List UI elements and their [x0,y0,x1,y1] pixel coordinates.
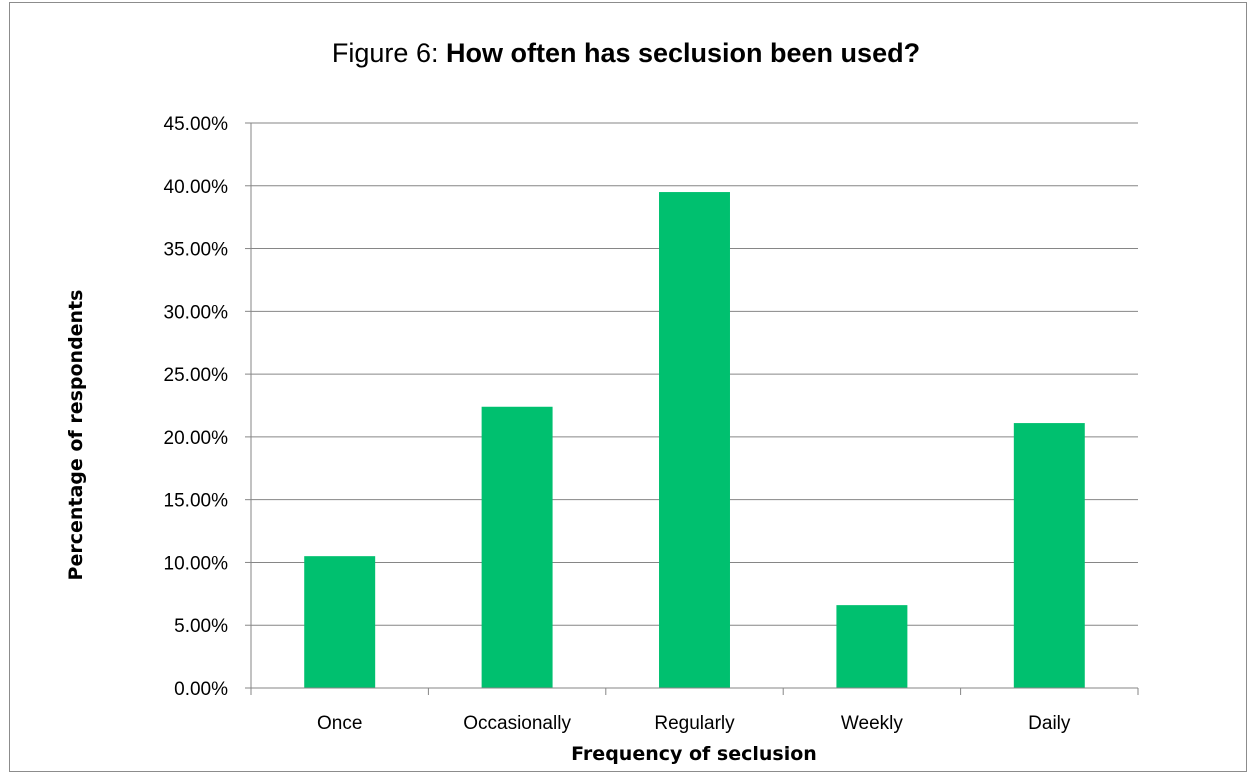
x-tick-label: Once [317,713,362,734]
y-axis-label: Percentage of respondents [65,290,87,581]
x-tick-label: Occasionally [463,713,571,734]
y-tick-label: 35.00% [164,240,229,261]
x-tick-label: Weekly [841,713,903,734]
bars [304,192,1085,689]
bar-occasionally [481,406,553,688]
y-tick-label: 45.00% [164,114,229,135]
y-tick-labels: 0.00% 5.00% 10.00% 15.00% 20.00% 25.00% 30.00%… [164,114,229,700]
y-tick-label: 25.00% [164,365,229,386]
bar-once [304,556,376,688]
x-tick-label: Daily [1028,713,1071,734]
bar-regularly [659,192,730,689]
x-tick-label: Regularly [654,713,735,734]
y-tick-label: 5.00% [174,616,228,637]
y-tick-label: 10.00% [164,553,229,574]
axes [245,122,1139,695]
y-tick-label: 20.00% [164,428,229,449]
chart-title: Figure 6: How often has seclusion been u… [0,38,1252,69]
chart-title-main: How often has seclusion been used? [445,38,921,68]
y-tick-label: 30.00% [164,302,229,323]
bar-daily [1013,423,1085,688]
bar-weekly [836,605,908,688]
chart-title-prefix: Figure 6: [331,38,439,68]
y-tick-label: 15.00% [164,491,229,512]
x-axis-label: Frequency of seclusion [571,743,817,765]
x-tick-labels: Once Occasionally Regularly Weekly Daily [317,713,1071,734]
y-tick-label: 40.00% [164,177,229,198]
y-tick-label: 0.00% [174,679,228,700]
